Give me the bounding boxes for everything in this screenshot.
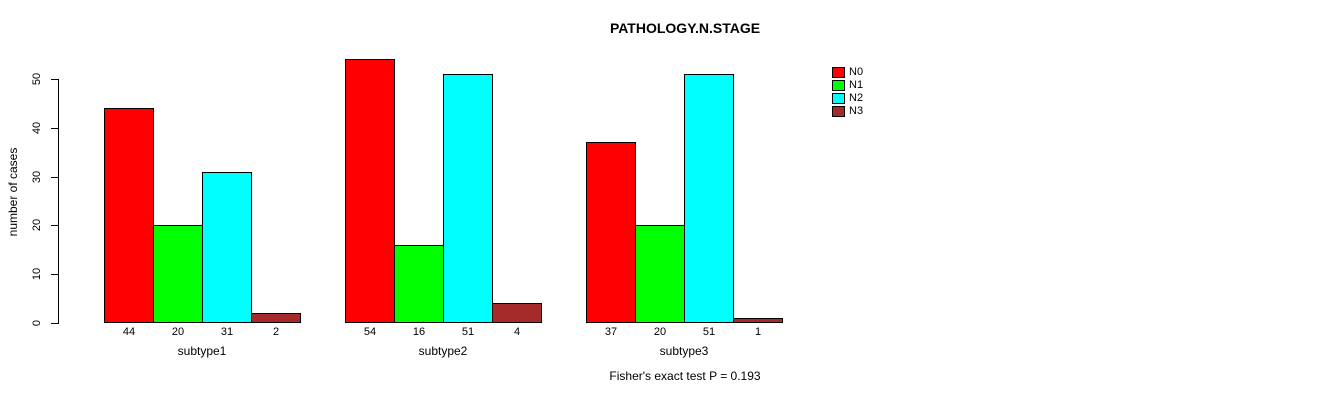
- bar-value-label: 51: [461, 326, 475, 338]
- bar-n1-subtype2: [394, 245, 444, 323]
- bar-n3-subtype3: [733, 318, 783, 323]
- y-axis-tick: [51, 225, 58, 226]
- y-axis-tick: [51, 323, 58, 324]
- bar-value-label: 44: [122, 326, 136, 338]
- bar-value-label: 51: [702, 326, 716, 338]
- bar-n0-subtype1: [104, 108, 154, 323]
- y-axis-tick: [51, 274, 58, 275]
- bar-n3-subtype2: [492, 303, 542, 323]
- y-axis-tick: [51, 177, 58, 178]
- bar-n0-subtype2: [345, 59, 395, 323]
- y-axis-tick: [51, 79, 58, 80]
- chart-title: PATHOLOGY.N.STAGE: [609, 20, 761, 36]
- legend-label-n2: N2: [849, 92, 864, 104]
- bar-n2-subtype2: [443, 74, 493, 323]
- bar-value-label: 31: [220, 326, 234, 338]
- legend-swatch-n2: [832, 93, 845, 104]
- category-label: subtype1: [177, 344, 227, 358]
- bar-n2-subtype1: [202, 172, 252, 323]
- legend-label-n1: N1: [849, 79, 864, 91]
- bar-value-label: 20: [171, 326, 185, 338]
- category-label: subtype2: [418, 344, 468, 358]
- category-label: subtype3: [659, 344, 709, 358]
- legend-swatch-n1: [832, 80, 845, 91]
- bar-value-label: 1: [754, 326, 762, 338]
- legend-label-n0: N0: [849, 66, 864, 78]
- bar-value-label: 4: [513, 326, 521, 338]
- legend-label-n3: N3: [849, 105, 864, 117]
- y-axis-tick: [51, 128, 58, 129]
- bar-value-label: 37: [604, 326, 618, 338]
- bar-value-label: 16: [412, 326, 426, 338]
- stat-annotation: Fisher's exact test P = 0.193: [609, 369, 761, 383]
- legend-swatch-n3: [832, 106, 845, 117]
- legend-swatch-n0: [832, 67, 845, 78]
- bar-value-label: 54: [363, 326, 377, 338]
- bar-n2-subtype3: [684, 74, 734, 323]
- bar-n3-subtype1: [251, 313, 301, 323]
- bar-value-label: 2: [272, 326, 280, 338]
- y-axis-line: [58, 79, 59, 324]
- bar-value-label: 20: [653, 326, 667, 338]
